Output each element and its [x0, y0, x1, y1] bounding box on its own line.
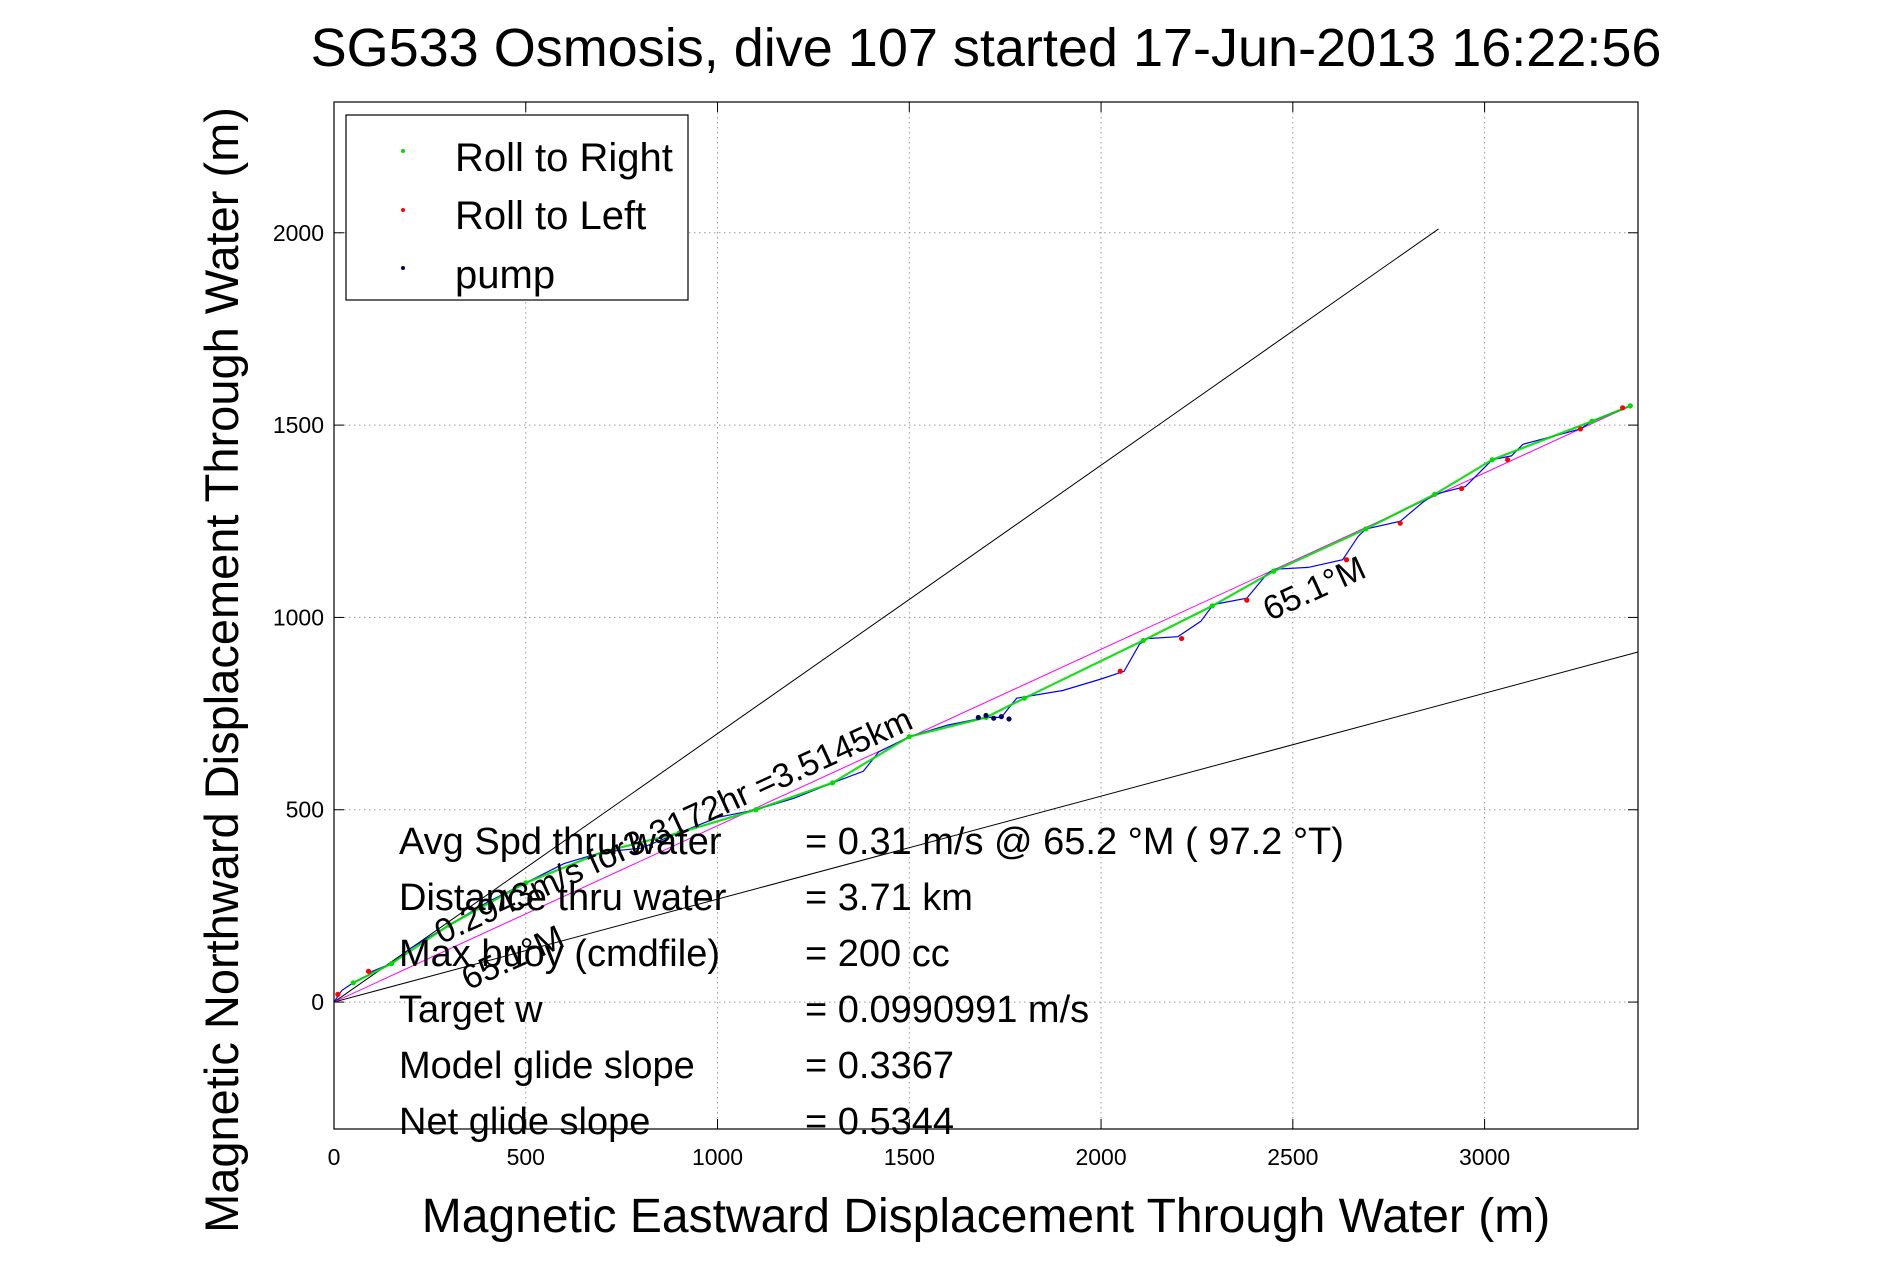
point-roll-to-right [599, 849, 606, 855]
stat-value: = 0.0990991 m/s [805, 989, 1089, 1031]
stat-label: Model glide slope [399, 1045, 695, 1087]
stat-label: Distance thru water [399, 877, 727, 919]
point-pump [983, 712, 989, 719]
y-tick-label: 1000 [273, 604, 324, 630]
point-roll-to-right [388, 961, 395, 967]
x-tick-label: 2000 [1075, 1144, 1126, 1170]
stat-label: Avg Spd thru water [399, 821, 722, 863]
point-roll-to-right [1363, 526, 1369, 532]
legend: Roll to Right Roll to Left pump [345, 114, 689, 301]
stat-value: = 3.71 km [805, 877, 973, 919]
stat-value: = 200 cc [805, 933, 950, 975]
y-tick-label: 2000 [273, 220, 324, 246]
point-roll-to-left [1620, 405, 1626, 411]
reference-line [333, 651, 1639, 1003]
x-tick-label: 1500 [884, 1144, 935, 1170]
y-tick-label: 0 [311, 989, 324, 1015]
point-roll-to-right [906, 734, 912, 740]
point-roll-to-left [1244, 597, 1250, 603]
point-roll-to-right [676, 830, 682, 836]
x-tick-label: 0 [328, 1144, 341, 1170]
chart-title: SG533 Osmosis, dive 107 started 17-Jun-2… [311, 18, 1662, 78]
x-tick-label: 3000 [1459, 1144, 1510, 1170]
point-roll-to-right [829, 780, 836, 786]
point-roll-to-left [1505, 457, 1511, 463]
stats-block: Avg Spd thru water = 0.31 m/s @ 65.2 °M (… [399, 821, 1344, 1143]
point-roll-to-left [1343, 557, 1350, 563]
legend-marker-pump [401, 266, 405, 270]
series-layer [333, 403, 1633, 1003]
point-roll-to-right [1140, 637, 1146, 644]
point-roll-to-right [350, 980, 356, 986]
point-pump [1006, 716, 1012, 722]
point-roll-to-left [1577, 426, 1584, 432]
y-axis-label: Magnetic Northward Displacement Through … [195, 107, 248, 1233]
legend-label-roll-left: Roll to Left [455, 194, 646, 238]
point-roll-to-left [1179, 635, 1185, 642]
point-roll-to-left [335, 991, 341, 997]
stat-value: = 0.3367 [805, 1045, 954, 1087]
legend-marker-roll-left [401, 208, 405, 212]
stat-label: Max buoy (cmdfile) [399, 933, 720, 975]
point-roll-to-left [365, 968, 372, 974]
y-axis-ticks: 0 500 1000 1500 2000 [273, 220, 1638, 1015]
stat-label: Net glide slope [399, 1101, 650, 1143]
y-tick-label: 500 [286, 797, 324, 823]
plot-area-frame [333, 101, 1639, 1130]
legend-label-roll-right: Roll to Right [455, 136, 673, 180]
x-tick-label: 2500 [1267, 1144, 1318, 1170]
x-axis-label: Magnetic Eastward Displacement Through W… [422, 1190, 1550, 1243]
legend-label-pump: pump [455, 253, 555, 297]
y-tick-label: 1500 [273, 412, 324, 438]
point-pump [991, 715, 997, 721]
point-roll-to-right [1271, 568, 1277, 574]
point-roll-to-right [1589, 418, 1595, 424]
point-roll-to-right [1209, 603, 1215, 609]
stat-value: = 0.31 m/s @ 65.2 °M ( 97.2 °T) [805, 821, 1344, 863]
point-roll-to-right [1432, 491, 1438, 497]
point-roll-to-right [1627, 403, 1633, 409]
point-roll-to-right [1489, 457, 1495, 463]
legend-marker-roll-right [401, 149, 405, 153]
point-roll-to-right [753, 807, 759, 813]
point-roll-to-left [1117, 668, 1123, 674]
x-tick-label: 500 [507, 1144, 545, 1170]
point-roll-to-left [1458, 485, 1465, 492]
reference-line [333, 228, 1439, 1003]
stat-label: Target w [399, 989, 543, 1031]
point-roll-to-right [1021, 695, 1027, 701]
point-pump [975, 714, 981, 721]
point-roll-to-right [523, 880, 529, 886]
point-roll-to-right [446, 922, 452, 928]
stat-value: = 0.5344 [805, 1101, 954, 1143]
x-axis-ticks: 0 500 1000 1500 2000 2500 3000 [328, 102, 1510, 1170]
point-pump [998, 714, 1004, 720]
point-roll-to-left [1397, 520, 1403, 526]
x-tick-label: 1000 [692, 1144, 743, 1170]
